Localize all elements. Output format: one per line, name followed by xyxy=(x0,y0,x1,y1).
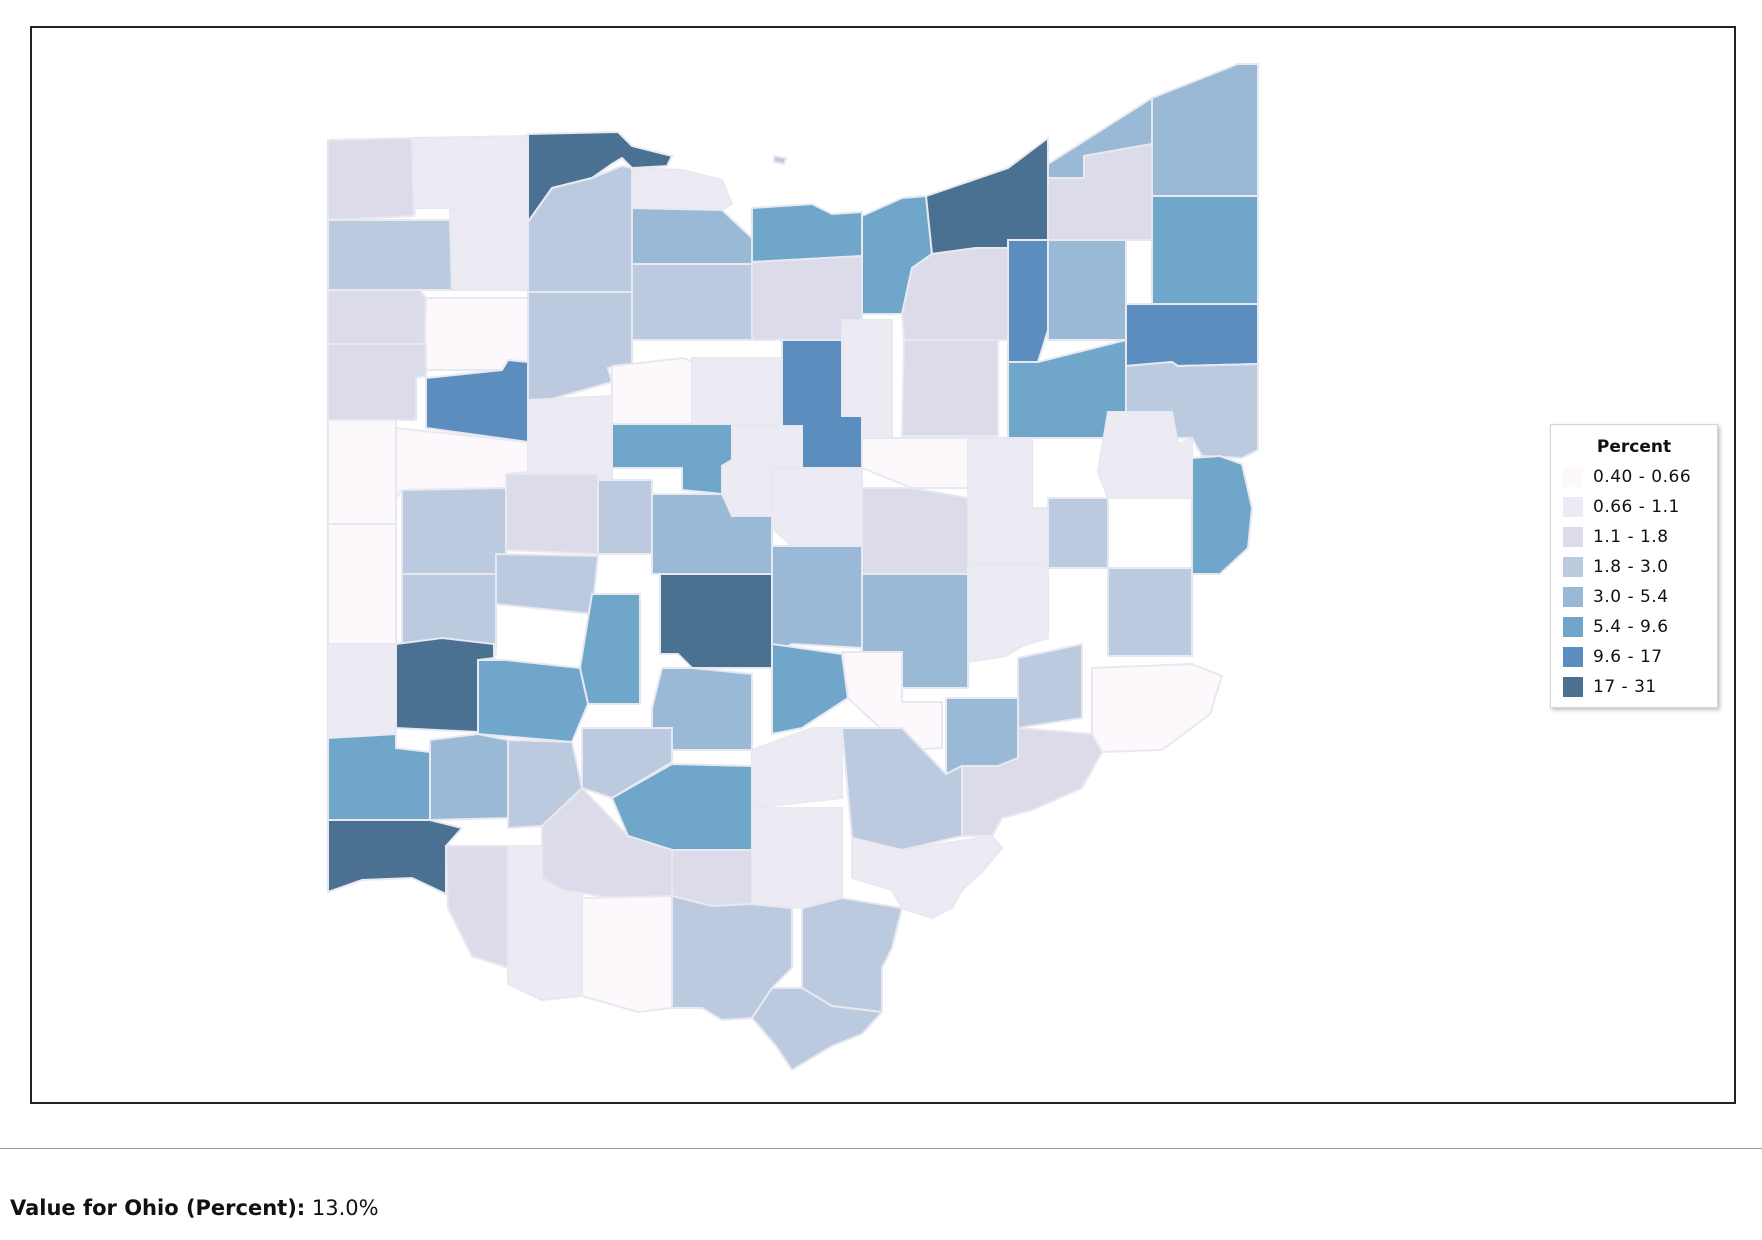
county-noble[interactable] xyxy=(1017,642,1083,730)
county-hardin-wyandot[interactable] xyxy=(611,356,693,425)
county-allen[interactable] xyxy=(425,358,529,444)
county-belmont[interactable] xyxy=(1107,567,1193,657)
county-ottawa-island xyxy=(773,154,788,166)
county-madison[interactable] xyxy=(578,593,641,705)
legend-swatch xyxy=(1563,677,1583,697)
county-butler[interactable] xyxy=(327,732,431,821)
county-adams[interactable] xyxy=(581,894,673,1014)
legend-label: 3.0 - 5.4 xyxy=(1593,587,1669,607)
county-logan[interactable] xyxy=(505,473,599,556)
county-licking[interactable] xyxy=(771,467,863,547)
county-williams[interactable] xyxy=(327,136,416,222)
map-legend: Percent 0.40 - 0.66 0.66 - 1.1 1.1 - 1.8… xyxy=(1550,424,1718,708)
county-trumbull[interactable] xyxy=(1151,195,1259,305)
legend-swatch xyxy=(1563,527,1583,547)
legend-label: 17 - 31 xyxy=(1593,677,1657,697)
county-harrison[interactable] xyxy=(1047,497,1109,569)
county-franklin[interactable] xyxy=(659,573,773,669)
county-pike[interactable] xyxy=(671,849,753,908)
value-label: Value for Ohio (Percent): xyxy=(10,1196,306,1220)
county-crawford[interactable] xyxy=(691,357,783,425)
ohio-choropleth-map[interactable] xyxy=(32,28,1734,1102)
county-darke[interactable] xyxy=(327,523,397,645)
county-fairfield-west[interactable] xyxy=(771,545,863,656)
county-portage[interactable] xyxy=(1047,239,1127,341)
county-putnam[interactable] xyxy=(422,297,529,371)
county-union[interactable] xyxy=(597,479,653,555)
county-clark[interactable] xyxy=(477,659,590,744)
county-perry[interactable] xyxy=(771,642,850,736)
legend-swatch xyxy=(1563,587,1583,607)
county-preble[interactable] xyxy=(327,643,397,740)
county-monroe[interactable] xyxy=(1091,662,1224,754)
legend-label: 5.4 - 9.6 xyxy=(1593,617,1669,637)
county-jefferson[interactable] xyxy=(1191,454,1254,575)
county-coshocton[interactable] xyxy=(861,487,969,575)
legend-item[interactable]: 0.40 - 0.66 xyxy=(1563,465,1691,489)
state-value-summary: Value for Ohio (Percent): 13.0% xyxy=(10,1196,379,1220)
county-ottawa[interactable] xyxy=(631,166,734,212)
county-mahoning[interactable] xyxy=(1125,303,1259,368)
county-clermont[interactable] xyxy=(444,845,509,970)
legend-label: 0.66 - 1.1 xyxy=(1593,497,1680,517)
county-erie[interactable] xyxy=(751,202,863,264)
legend-label: 0.40 - 0.66 xyxy=(1593,467,1692,487)
county-tuscarawas[interactable] xyxy=(967,437,1049,565)
county-seneca[interactable] xyxy=(631,263,753,341)
county-athens[interactable] xyxy=(840,727,963,852)
county-wayne[interactable] xyxy=(900,339,999,437)
map-frame xyxy=(30,26,1736,1104)
county-van-wert[interactable] xyxy=(327,343,427,421)
county-shelby[interactable] xyxy=(401,486,507,575)
legend-label: 1.8 - 3.0 xyxy=(1593,557,1669,577)
county-paulding[interactable] xyxy=(327,289,427,345)
county-gallia[interactable] xyxy=(801,896,904,1014)
county-mercer[interactable] xyxy=(327,419,397,525)
county-marion[interactable] xyxy=(527,394,613,484)
county-meigs[interactable] xyxy=(851,834,1004,920)
county-warren[interactable] xyxy=(429,732,509,822)
county-jackson[interactable] xyxy=(751,807,843,910)
county-hocking[interactable] xyxy=(751,727,843,810)
legend-item[interactable]: 9.6 - 17 xyxy=(1563,645,1663,669)
legend-swatch xyxy=(1563,467,1583,487)
county-ashtabula[interactable] xyxy=(1151,63,1259,197)
county-holmes[interactable] xyxy=(861,437,969,489)
legend-swatch xyxy=(1563,497,1583,517)
legend-label: 1.1 - 1.8 xyxy=(1593,527,1669,547)
legend-item[interactable]: 1.1 - 1.8 xyxy=(1563,525,1669,549)
county-miami[interactable] xyxy=(401,573,497,655)
legend-title: Percent xyxy=(1596,437,1672,457)
section-divider xyxy=(0,1148,1762,1149)
county-lawrence[interactable] xyxy=(750,987,885,1072)
county-cuyahoga[interactable] xyxy=(924,136,1049,256)
legend-item[interactable]: 3.0 - 5.4 xyxy=(1563,585,1669,609)
county-sandusky[interactable] xyxy=(631,206,753,265)
county-summit[interactable] xyxy=(1007,239,1049,363)
legend-item[interactable]: 0.66 - 1.1 xyxy=(1563,495,1680,519)
value-amount: 13.0% xyxy=(311,1196,379,1220)
legend-item[interactable]: 5.4 - 9.6 xyxy=(1563,615,1669,639)
county-fulton[interactable] xyxy=(413,134,529,217)
legend-label: 9.6 - 17 xyxy=(1593,647,1663,667)
legend-swatch xyxy=(1563,557,1583,577)
legend-item[interactable]: 17 - 31 xyxy=(1563,675,1657,699)
legend-item[interactable]: 1.8 - 3.0 xyxy=(1563,555,1669,579)
county-champaign[interactable] xyxy=(495,552,600,616)
county-hamilton[interactable] xyxy=(327,819,464,896)
county-defiance[interactable] xyxy=(327,219,454,291)
county-henry[interactable] xyxy=(448,207,529,291)
legend-swatch xyxy=(1563,647,1583,667)
county-guernsey[interactable] xyxy=(967,563,1049,664)
legend-swatch xyxy=(1563,617,1583,637)
county-fairfield-east[interactable] xyxy=(840,651,943,752)
